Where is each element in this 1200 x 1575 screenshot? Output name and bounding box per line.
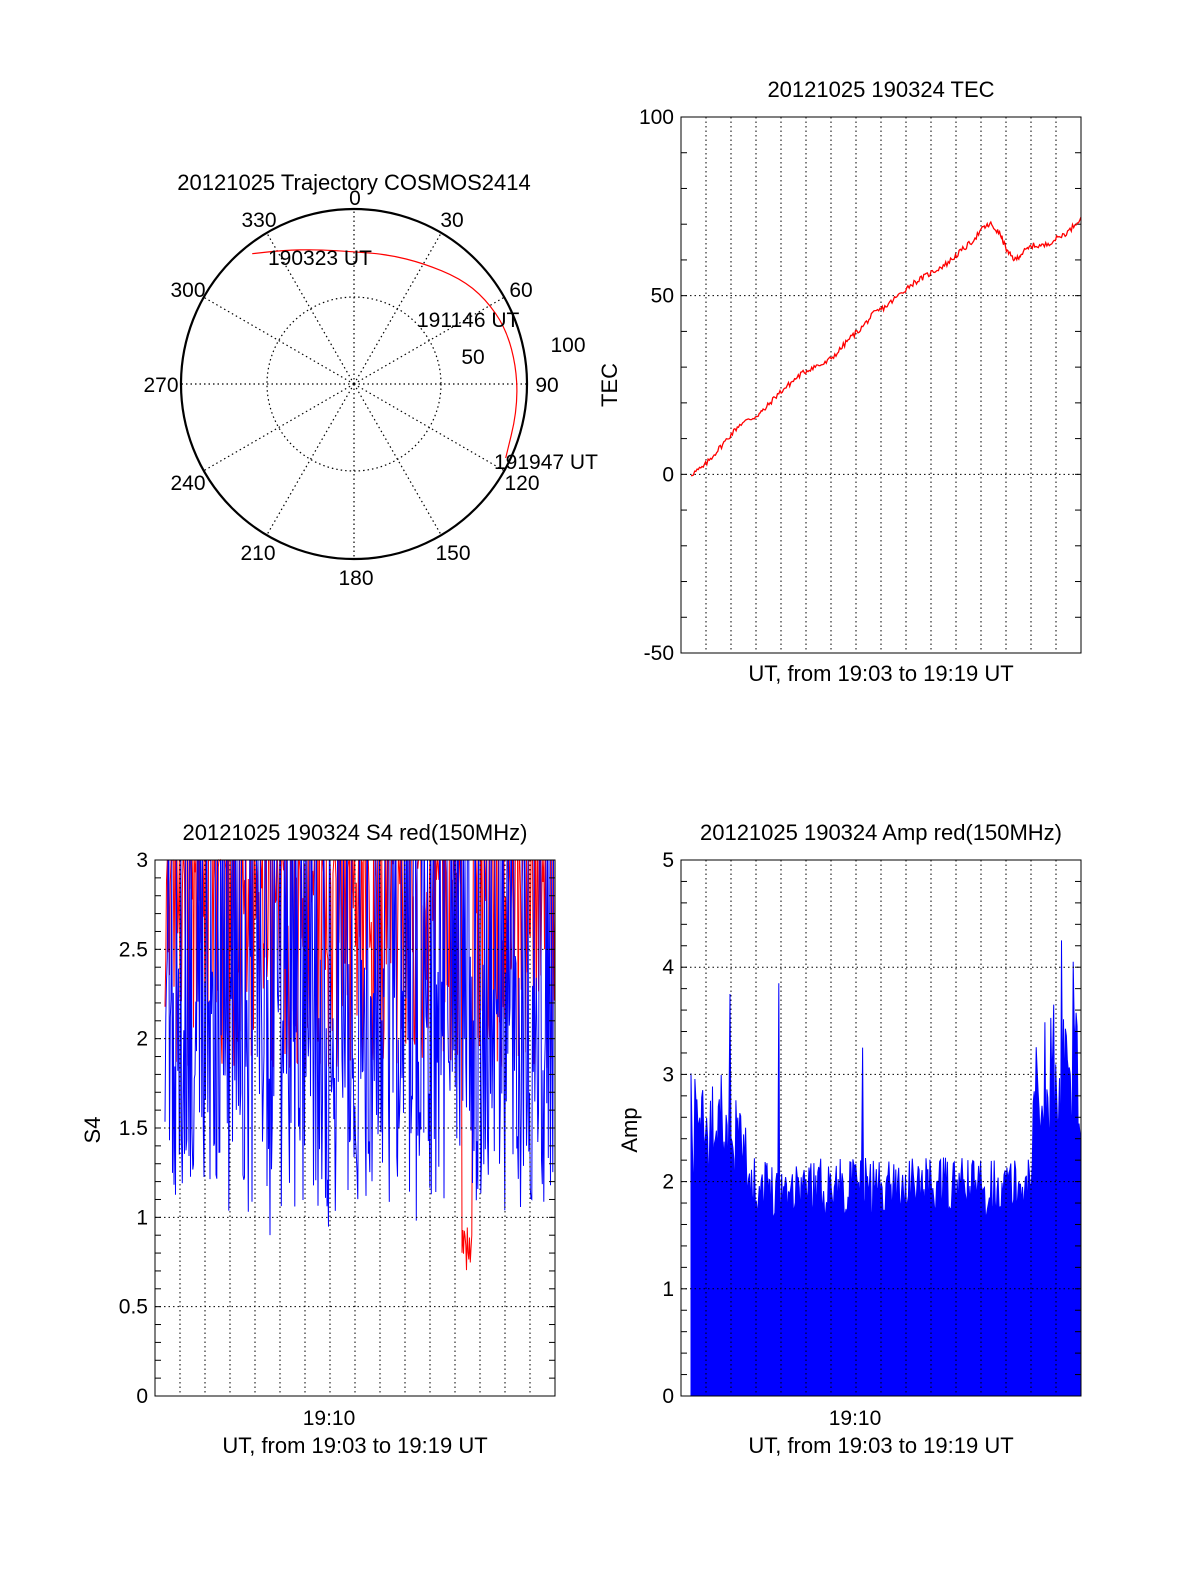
y-tick-label: -50 [644,642,674,665]
y-tick-label: 3 [136,849,148,872]
tec-y-tick-labels: -50 0 50 100 [639,106,674,665]
amp-series [690,940,1082,1397]
tec-series-line [691,216,1082,477]
polar-azimuth-label: 180 [338,567,373,590]
polar-spoke [266,233,355,385]
polar-radial-label-100: 100 [550,334,585,357]
polar-azimuth-label: 0 [349,187,361,210]
amp-series-area [690,940,1082,1397]
s4-frame [154,859,556,1397]
y-tick-label: 0 [136,1385,148,1408]
s4-grid [155,859,555,1397]
polar-spoke [203,383,355,472]
y-tick-label: 2 [136,1028,148,1051]
amp-plot: 20121025 190324 Amp red(150MHz) 0 1 2 3 4 5 1… [617,820,1082,1458]
y-tick-label: 50 [651,285,674,308]
polar-grid [179,207,529,561]
polar-outer-circle [179,207,529,561]
polar-spoke [203,296,355,385]
y-tick-label: 2.5 [119,938,148,961]
trajectory-start-label: 190323 UT [268,247,372,270]
amp-x-axis-label: UT, from 19:03 to 19:19 UT [748,1433,1013,1458]
tec-y-axis-label: TEC [597,363,622,407]
polar-azimuth-label: 240 [170,472,205,495]
trajectory-mid-label: 191146 UT [417,309,520,332]
s4-y-tick-labels: 0 0.5 1 1.5 2 2.5 3 [119,849,148,1408]
amp-x-tick-label: 19:10 [829,1407,882,1430]
s4-plot: 20121025 190324 S4 red(150MHz) 0 0.5 1 1.5 2… [80,820,556,1458]
trajectory-line [252,249,518,459]
polar-radial-label-50: 50 [461,346,484,369]
y-tick-label: 3 [662,1063,674,1086]
polar-azimuth-label: 120 [504,472,539,495]
s4-x-tick-label: 19:10 [303,1407,356,1430]
s4-series [164,858,556,1271]
amp-grid [681,859,1081,1397]
polar-spoke [353,296,505,385]
tec-grid [681,116,1081,654]
s4-x-axis-label: UT, from 19:03 to 19:19 UT [222,1433,487,1458]
y-tick-label: 4 [662,956,674,979]
polar-azimuth-label: 60 [509,279,532,302]
tec-plot: 20121025 190324 TEC -50 0 50 100 TEC UT, fr… [597,77,1082,686]
polar-azimuth-label: 150 [435,542,470,565]
tec-title: 20121025 190324 TEC [767,77,994,102]
amp-y-tick-labels: 0 1 2 3 4 5 [662,849,674,1408]
s4-title: 20121025 190324 S4 red(150MHz) [183,820,528,845]
polar-spoke [266,383,355,535]
y-tick-label: 0 [662,463,674,486]
polar-azimuth-label: 330 [241,209,276,232]
y-tick-label: 1 [136,1206,148,1229]
tec-x-axis-label: UT, from 19:03 to 19:19 UT [748,661,1013,686]
polar-title: 20121025 Trajectory COSMOS2414 [177,170,530,195]
y-tick-label: 100 [639,106,674,129]
y-tick-label: 2 [662,1171,674,1194]
y-tick-label: 1 [662,1278,674,1301]
polar-azimuth-label: 270 [143,374,178,397]
polar-spoke [353,233,442,385]
polar-azimuth-labels: 0 30 60 90 120 150 180 210 240 270 300 330 [143,187,558,590]
amp-frame [680,859,1082,1397]
y-tick-label: 1.5 [119,1117,148,1140]
tec-frame [680,116,1082,654]
polar-plot: 20121025 Trajectory COSMOS2414 0 30 60 90 12… [143,170,598,590]
y-tick-label: 0.5 [119,1296,148,1319]
s4-y-axis-label: S4 [80,1117,105,1144]
polar-azimuth-label: 300 [170,279,205,302]
y-tick-label: 0 [662,1385,674,1408]
polar-azimuth-label: 210 [240,542,275,565]
y-tick-label: 5 [662,849,674,872]
polar-spoke [353,383,442,535]
amp-title: 20121025 190324 Amp red(150MHz) [700,820,1062,845]
polar-spoke [353,383,505,472]
trajectory-end-label: 191947 UT [494,451,598,474]
amp-y-axis-label: Amp [617,1107,642,1152]
polar-azimuth-label: 90 [535,374,558,397]
polar-azimuth-label: 30 [440,209,463,232]
